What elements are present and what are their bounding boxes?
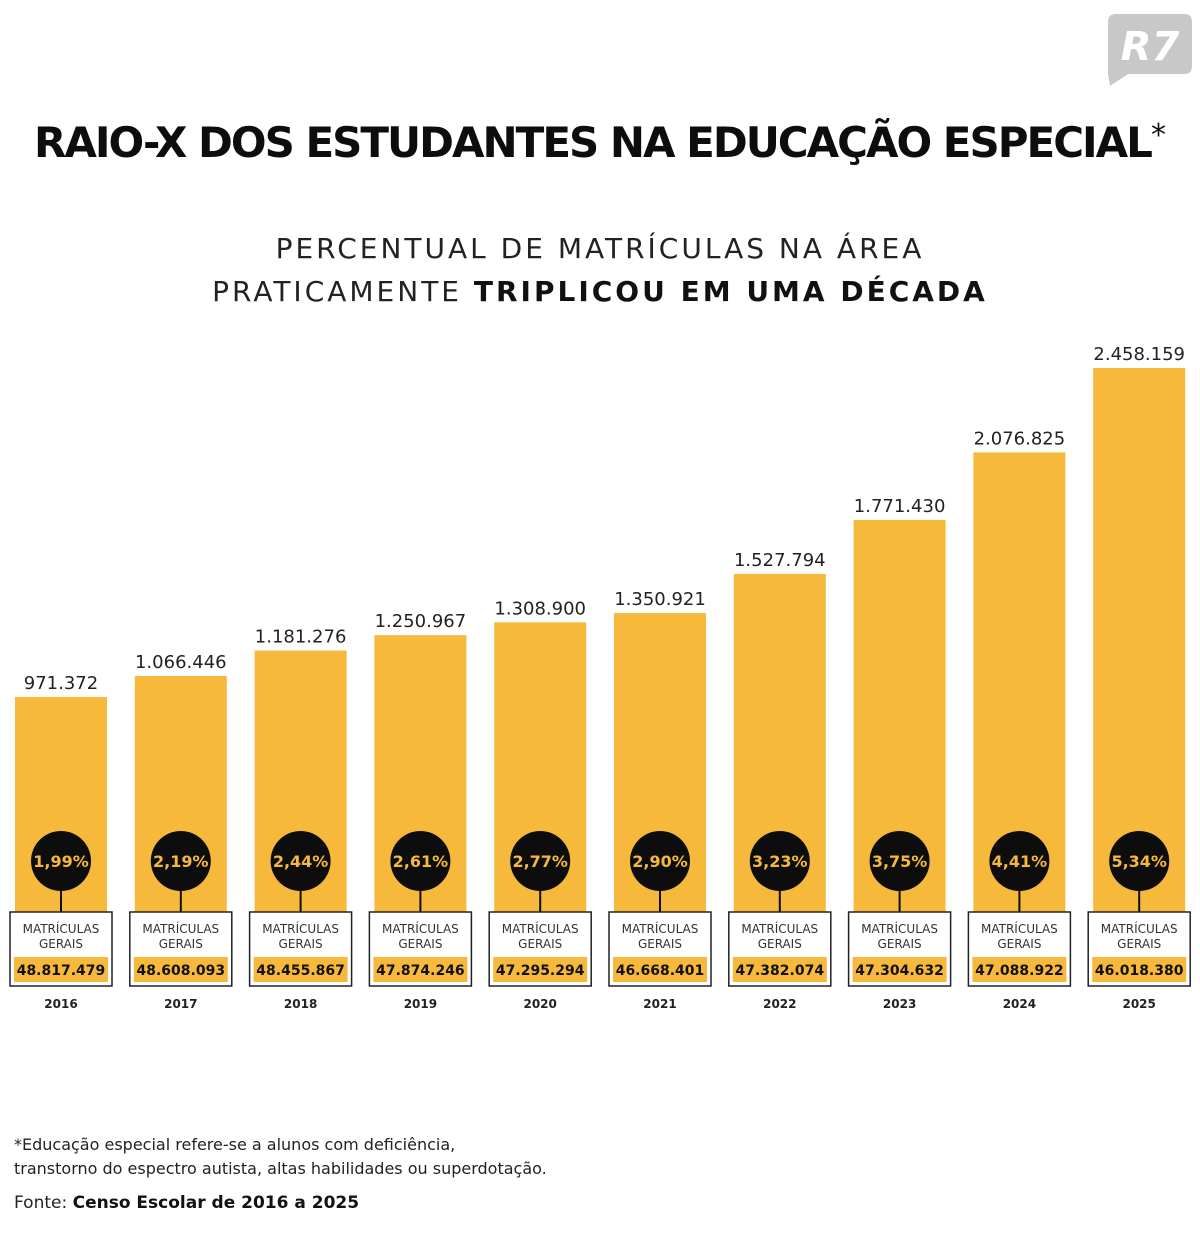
percent-circle <box>31 831 91 891</box>
general-value-label: 46.668.401 <box>616 963 705 979</box>
source: Fonte: Censo Escolar de 2016 a 2025 <box>14 1193 359 1213</box>
value-label: 2.458.159 <box>1093 344 1185 365</box>
percent-circle <box>390 831 451 891</box>
general-label-line-2: GERAIS <box>638 937 682 951</box>
year-label: 2016 <box>44 997 77 1011</box>
page-title: RAIO-X DOS ESTUDANTES NA EDUCAÇÃO ESPECI… <box>34 118 1166 167</box>
percent-label: 3,23% <box>752 852 808 871</box>
general-label-line-1: MATRÍCULAS <box>142 921 219 936</box>
general-value-bg <box>14 957 108 982</box>
general-label-line-2: GERAIS <box>398 937 442 951</box>
source-value: Censo Escolar de 2016 a 2025 <box>72 1193 360 1213</box>
year-label: 2023 <box>883 997 916 1011</box>
value-label: 1.181.276 <box>255 627 347 648</box>
general-label-line-1: MATRÍCULAS <box>382 921 459 936</box>
year-label: 2025 <box>1122 997 1155 1011</box>
general-label-line-1: MATRÍCULAS <box>23 921 100 936</box>
value-label: 971.372 <box>24 673 98 694</box>
general-value-bg <box>972 957 1067 982</box>
value-label: 1.350.921 <box>614 589 706 610</box>
bar-2025 <box>1093 368 1186 912</box>
percent-label: 2,61% <box>393 852 449 871</box>
general-value-bg <box>732 957 827 982</box>
value-label: 1.527.794 <box>734 550 826 571</box>
subtitle-line-1: PERCENTUAL DE MATRÍCULAS NA ÁREA <box>275 232 925 265</box>
percent-circle <box>510 831 571 891</box>
r7-logo: R7 <box>1108 14 1192 86</box>
percent-circle <box>749 831 810 891</box>
general-value-label: 46.018.380 <box>1095 963 1184 979</box>
percent-circle <box>150 831 211 891</box>
value-label: 1.308.900 <box>494 598 586 619</box>
general-value-bg <box>493 957 588 982</box>
value-label: 2.076.825 <box>974 428 1066 449</box>
general-value-label: 48.817.479 <box>17 963 106 979</box>
logo-text: R7 <box>1121 24 1180 70</box>
general-label-line-1: MATRÍCULAS <box>981 921 1058 936</box>
percent-label: 4,41% <box>992 852 1048 871</box>
value-label: 1.066.446 <box>135 652 227 673</box>
percent-circle <box>989 831 1050 891</box>
footnote-line-1: *Educação especial refere-se a alunos co… <box>14 1135 456 1154</box>
percent-circle <box>1109 831 1170 891</box>
percent-label: 2,19% <box>153 852 209 871</box>
year-label: 2024 <box>1003 997 1036 1011</box>
general-label-line-1: MATRÍCULAS <box>861 921 938 936</box>
general-value-label: 47.304.632 <box>855 963 944 979</box>
value-label: 1.771.430 <box>854 496 946 517</box>
year-label: 2019 <box>404 997 437 1011</box>
general-label-line-1: MATRÍCULAS <box>502 921 579 936</box>
year-label: 2017 <box>164 997 197 1011</box>
general-value-bg <box>852 957 947 982</box>
subtitle-normal: PRATICAMENTE <box>212 275 462 308</box>
general-label-line-2: GERAIS <box>279 937 323 951</box>
subtitle-bold: TRIPLICOU EM UMA DÉCADA <box>473 275 988 308</box>
percent-label: 3,75% <box>872 852 928 871</box>
general-label-line-2: GERAIS <box>39 937 83 951</box>
subtitle-line-2: PRATICAMENTE TRIPLICOU EM UMA DÉCADA <box>0 275 1200 308</box>
general-value-bg <box>253 957 348 982</box>
percent-label: 5,34% <box>1111 852 1167 871</box>
percent-label: 2,44% <box>273 852 329 871</box>
general-label-line-2: GERAIS <box>159 937 203 951</box>
general-label-line-2: GERAIS <box>878 937 922 951</box>
year-label: 2021 <box>643 997 676 1011</box>
general-value-bg <box>613 957 707 982</box>
general-value-label: 47.295.294 <box>496 963 585 979</box>
year-label: 2020 <box>523 997 556 1011</box>
general-label-line-2: GERAIS <box>758 937 802 951</box>
general-label-line-1: MATRÍCULAS <box>622 921 699 936</box>
footnote-line-2: transtorno do espectro autista, altas ha… <box>14 1159 547 1178</box>
year-label: 2022 <box>763 997 796 1011</box>
title-asterisk: * <box>1150 118 1166 153</box>
general-value-label: 48.455.867 <box>256 963 345 979</box>
source-label: Fonte: <box>14 1193 68 1213</box>
general-label-line-2: GERAIS <box>518 937 562 951</box>
general-value-label: 48.608.093 <box>137 963 226 979</box>
general-label-line-1: MATRÍCULAS <box>741 921 818 936</box>
general-value-label: 47.874.246 <box>376 963 465 979</box>
general-value-bg <box>1092 957 1187 982</box>
general-label-line-1: MATRÍCULAS <box>262 921 339 936</box>
percent-circle <box>270 831 331 891</box>
year-label: 2018 <box>284 997 317 1011</box>
percent-circle <box>869 831 930 891</box>
percent-label: 1,99% <box>33 852 89 871</box>
value-label: 1.250.967 <box>375 611 467 632</box>
general-value-bg <box>133 957 228 982</box>
footnote: *Educação especial refere-se a alunos co… <box>14 1133 547 1181</box>
general-value-label: 47.382.074 <box>736 963 825 979</box>
general-label-line-2: GERAIS <box>997 937 1041 951</box>
general-label-line-1: MATRÍCULAS <box>1101 921 1178 936</box>
percent-circle <box>630 831 690 891</box>
general-label-line-2: GERAIS <box>1117 937 1161 951</box>
percent-label: 2,90% <box>632 852 688 871</box>
general-value-label: 47.088.922 <box>975 963 1064 979</box>
general-value-bg <box>373 957 468 982</box>
percent-label: 2,77% <box>512 852 568 871</box>
